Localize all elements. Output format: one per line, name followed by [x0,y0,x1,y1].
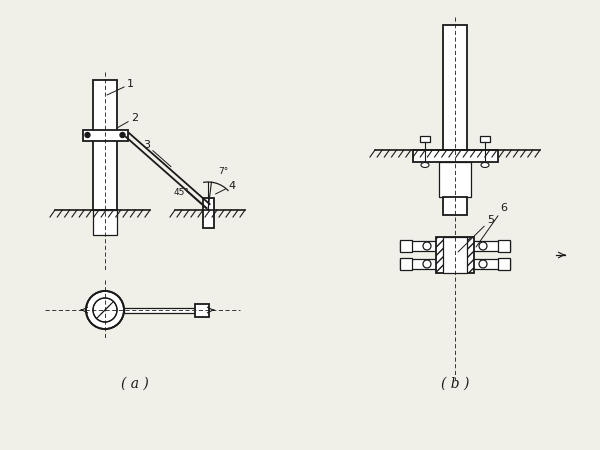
Bar [480,136,490,142]
Bar [83,130,128,140]
Bar [93,80,117,210]
Bar [400,258,412,270]
Bar [498,258,510,270]
Bar [195,303,209,316]
Circle shape [479,260,487,268]
Ellipse shape [481,162,489,167]
Ellipse shape [86,291,124,329]
Bar [124,307,195,312]
Bar [420,136,430,142]
Bar [436,237,474,273]
Bar [400,259,510,269]
Bar [443,197,467,215]
Circle shape [479,242,487,250]
Bar [443,25,467,150]
Text: 45°: 45° [174,188,190,197]
Text: ( b ): ( b ) [441,377,469,391]
Circle shape [423,260,431,268]
Bar [413,150,497,162]
Bar [400,240,412,252]
Bar [203,198,214,228]
Ellipse shape [421,162,429,167]
Bar [498,240,510,252]
Bar [93,210,117,235]
Circle shape [120,132,125,138]
Text: 1: 1 [107,79,134,95]
Bar [439,162,471,197]
Ellipse shape [93,298,117,322]
Text: 2: 2 [117,113,138,128]
Bar [400,241,510,251]
Bar [443,237,467,273]
Text: 4: 4 [215,181,235,194]
Text: ( a ): ( a ) [121,377,149,391]
Text: 6: 6 [476,203,507,247]
Text: 7°: 7° [218,167,228,176]
Circle shape [423,242,431,250]
Circle shape [85,132,90,138]
Text: 3: 3 [143,140,171,167]
Text: 5: 5 [458,215,494,252]
